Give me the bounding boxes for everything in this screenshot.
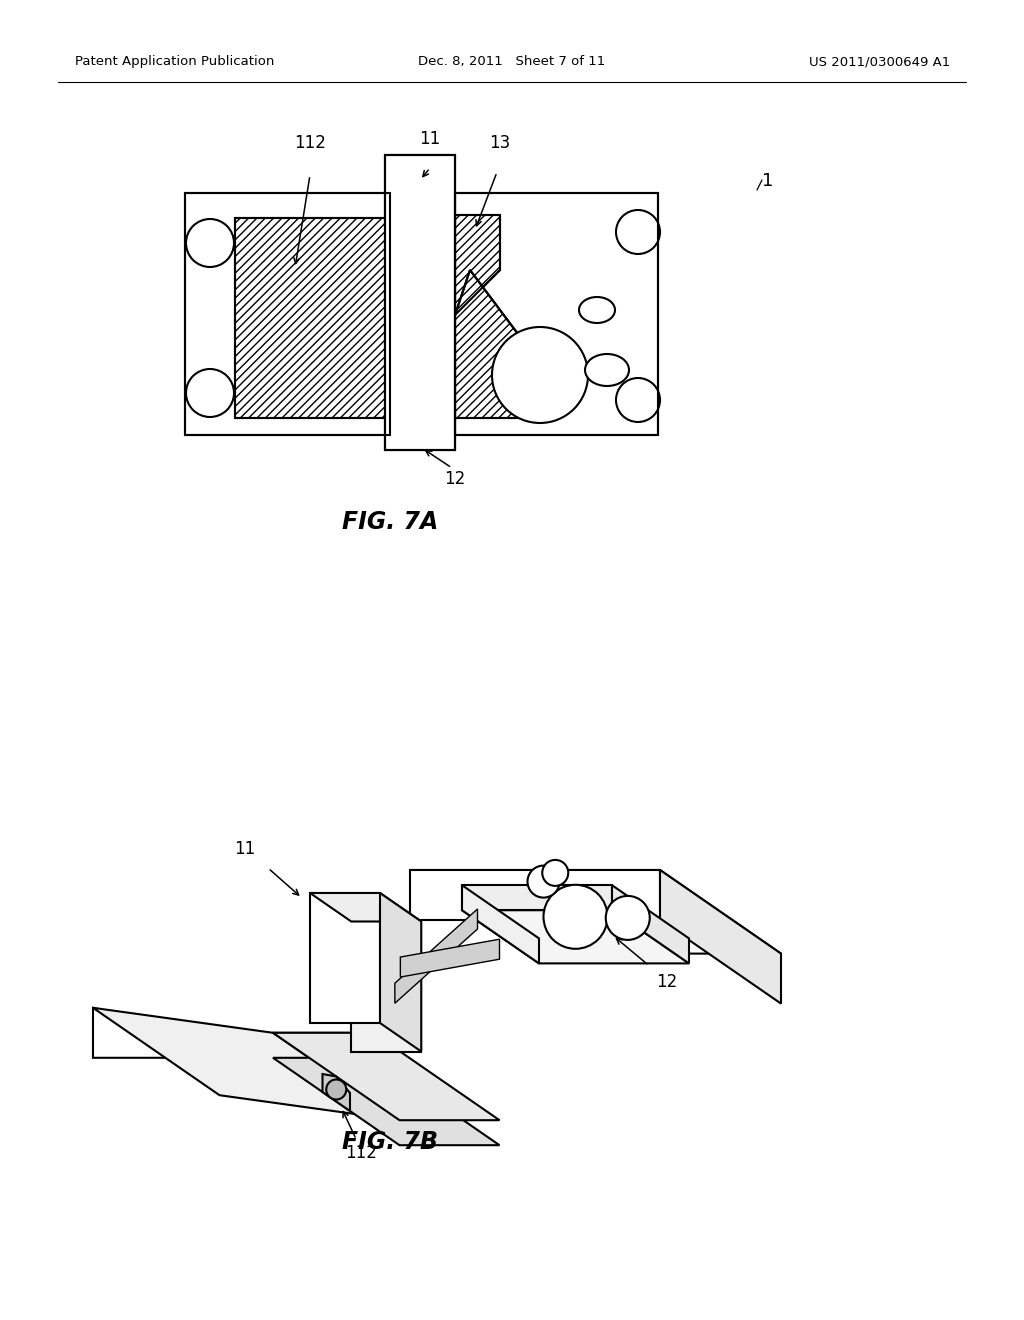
Circle shape (492, 327, 588, 422)
Text: Dec. 8, 2011   Sheet 7 of 11: Dec. 8, 2011 Sheet 7 of 11 (419, 55, 605, 69)
Polygon shape (93, 1007, 399, 1121)
Polygon shape (273, 1057, 500, 1146)
Text: 12: 12 (444, 470, 466, 488)
Ellipse shape (585, 354, 629, 385)
Text: 12: 12 (656, 973, 677, 990)
Circle shape (616, 210, 660, 253)
Polygon shape (310, 894, 421, 921)
Polygon shape (385, 154, 455, 450)
Polygon shape (185, 193, 390, 436)
Polygon shape (462, 886, 539, 964)
Ellipse shape (579, 297, 615, 323)
Text: 13: 13 (489, 135, 511, 152)
Polygon shape (660, 870, 781, 1003)
Text: FIG. 7A: FIG. 7A (342, 510, 438, 535)
Polygon shape (455, 193, 658, 436)
Circle shape (606, 896, 650, 940)
Circle shape (186, 370, 234, 417)
Circle shape (616, 378, 660, 422)
Polygon shape (395, 909, 477, 1003)
Polygon shape (455, 215, 500, 315)
Text: Patent Application Publication: Patent Application Publication (75, 55, 274, 69)
Polygon shape (410, 870, 781, 953)
Polygon shape (323, 1074, 350, 1111)
Polygon shape (612, 886, 689, 964)
Text: 11: 11 (233, 840, 255, 858)
Polygon shape (351, 921, 421, 1052)
Circle shape (543, 859, 568, 886)
Polygon shape (410, 870, 660, 920)
Polygon shape (380, 894, 421, 1052)
Circle shape (527, 866, 559, 898)
Text: US 2011/0300649 A1: US 2011/0300649 A1 (809, 55, 950, 69)
Text: 112: 112 (294, 135, 326, 152)
Polygon shape (385, 154, 455, 450)
Polygon shape (455, 271, 540, 418)
Text: FIG. 7B: FIG. 7B (342, 1130, 438, 1154)
Circle shape (544, 884, 607, 949)
Text: 112: 112 (345, 1144, 377, 1163)
Text: 11: 11 (420, 129, 440, 148)
Circle shape (327, 1080, 346, 1100)
Circle shape (186, 219, 234, 267)
Polygon shape (462, 911, 689, 964)
Polygon shape (462, 886, 612, 911)
Text: 1: 1 (762, 172, 773, 190)
Polygon shape (234, 218, 390, 418)
Polygon shape (273, 1032, 500, 1121)
Polygon shape (310, 894, 380, 1023)
Polygon shape (93, 1007, 373, 1057)
Polygon shape (400, 940, 500, 977)
